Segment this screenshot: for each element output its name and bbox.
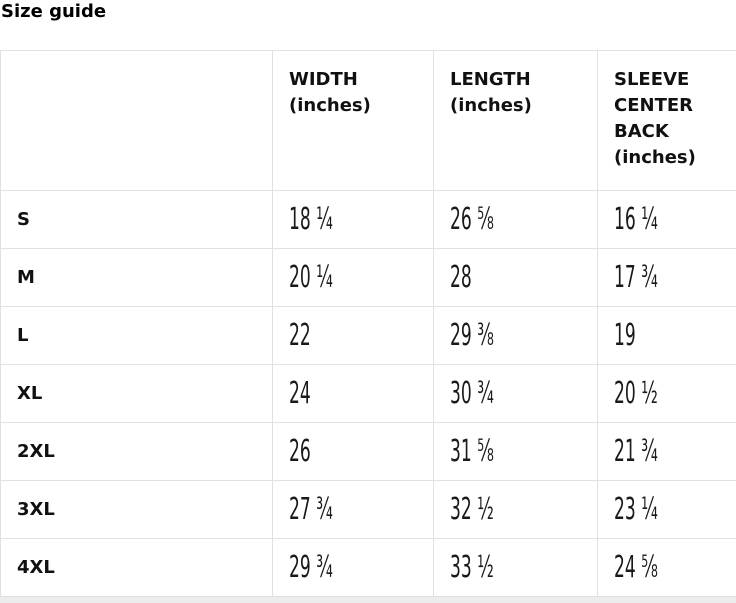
- sleeve-value: 19: [597, 306, 736, 365]
- size-label: M: [0, 248, 273, 307]
- measurement-text: 26: [289, 433, 311, 469]
- sleeve-value: 17 ¾: [597, 248, 736, 307]
- length-value: 29 ⅜: [433, 306, 598, 365]
- length-value: 33 ½: [433, 538, 598, 597]
- width-value: 27 ¾: [272, 480, 434, 539]
- measurement-text: 32 ½: [450, 491, 494, 527]
- size-label: L: [0, 306, 273, 365]
- measurement-text: 28: [450, 259, 472, 295]
- table-body: S 18 ¼ 26 ⅝ 16 ¼ M 20 ¼ 28 17 ¾ L 22 29 …: [0, 190, 736, 597]
- length-value: 31 ⅝: [433, 422, 598, 481]
- measurement-text: 29 ⅜: [450, 317, 494, 353]
- table-row-xl: XL 24 30 ¾ 20 ½: [0, 364, 736, 423]
- measurement-text: 23 ¼: [614, 491, 658, 527]
- length-value: 30 ¾: [433, 364, 598, 423]
- measurement-text: 29 ¾: [289, 549, 333, 585]
- section-divider: [0, 597, 736, 603]
- header-width: WIDTH (inches): [272, 50, 434, 191]
- sleeve-value: 20 ½: [597, 364, 736, 423]
- header-length: LENGTH (inches): [433, 50, 598, 191]
- measurement-text: 24: [289, 375, 311, 411]
- table-row-3xl: 3XL 27 ¾ 32 ½ 23 ¼: [0, 480, 736, 539]
- measurement-text: 31 ⅝: [450, 433, 494, 469]
- measurement-text: 20 ¼: [289, 259, 333, 295]
- size-guide-table: WIDTH (inches) LENGTH (inches) SLEEVE CE…: [0, 50, 736, 597]
- table-row-4xl: 4XL 29 ¾ 33 ½ 24 ⅝: [0, 538, 736, 597]
- table-row-2xl: 2XL 26 31 ⅝ 21 ¾: [0, 422, 736, 481]
- measurement-text: 24 ⅝: [614, 549, 658, 585]
- table-row-l: L 22 29 ⅜ 19: [0, 306, 736, 365]
- size-label: 4XL: [0, 538, 273, 597]
- measurement-text: 16 ¼: [614, 201, 658, 237]
- width-value: 18 ¼: [272, 190, 434, 249]
- measurement-text: 33 ½: [450, 549, 494, 585]
- width-value: 20 ¼: [272, 248, 434, 307]
- size-label: S: [0, 190, 273, 249]
- size-label: 3XL: [0, 480, 273, 539]
- width-value: 26: [272, 422, 434, 481]
- table-row-s: S 18 ¼ 26 ⅝ 16 ¼: [0, 190, 736, 249]
- measurement-text: 26 ⅝: [450, 201, 494, 237]
- length-value: 28: [433, 248, 598, 307]
- header-size: [0, 50, 273, 191]
- measurement-text: 30 ¾: [450, 375, 494, 411]
- page-title: Size guide: [1, 1, 107, 22]
- table-row-m: M 20 ¼ 28 17 ¾: [0, 248, 736, 307]
- table-header: WIDTH (inches) LENGTH (inches) SLEEVE CE…: [0, 50, 736, 191]
- sleeve-value: 21 ¾: [597, 422, 736, 481]
- length-value: 26 ⅝: [433, 190, 598, 249]
- sleeve-value: 23 ¼: [597, 480, 736, 539]
- size-label: XL: [0, 364, 273, 423]
- size-label: 2XL: [0, 422, 273, 481]
- width-value: 29 ¾: [272, 538, 434, 597]
- measurement-text: 22: [289, 317, 311, 353]
- sleeve-value: 16 ¼: [597, 190, 736, 249]
- header-sleeve-center-back: SLEEVE CENTER BACK (inches): [597, 50, 736, 191]
- measurement-text: 21 ¾: [614, 433, 658, 469]
- width-value: 24: [272, 364, 434, 423]
- header-row: WIDTH (inches) LENGTH (inches) SLEEVE CE…: [0, 50, 736, 191]
- measurement-text: 27 ¾: [289, 491, 333, 527]
- length-value: 32 ½: [433, 480, 598, 539]
- measurement-text: 19: [614, 317, 636, 353]
- sleeve-value: 24 ⅝: [597, 538, 736, 597]
- measurement-text: 17 ¾: [614, 259, 658, 295]
- measurement-text: 18 ¼: [289, 201, 333, 237]
- measurement-text: 20 ½: [614, 375, 658, 411]
- width-value: 22: [272, 306, 434, 365]
